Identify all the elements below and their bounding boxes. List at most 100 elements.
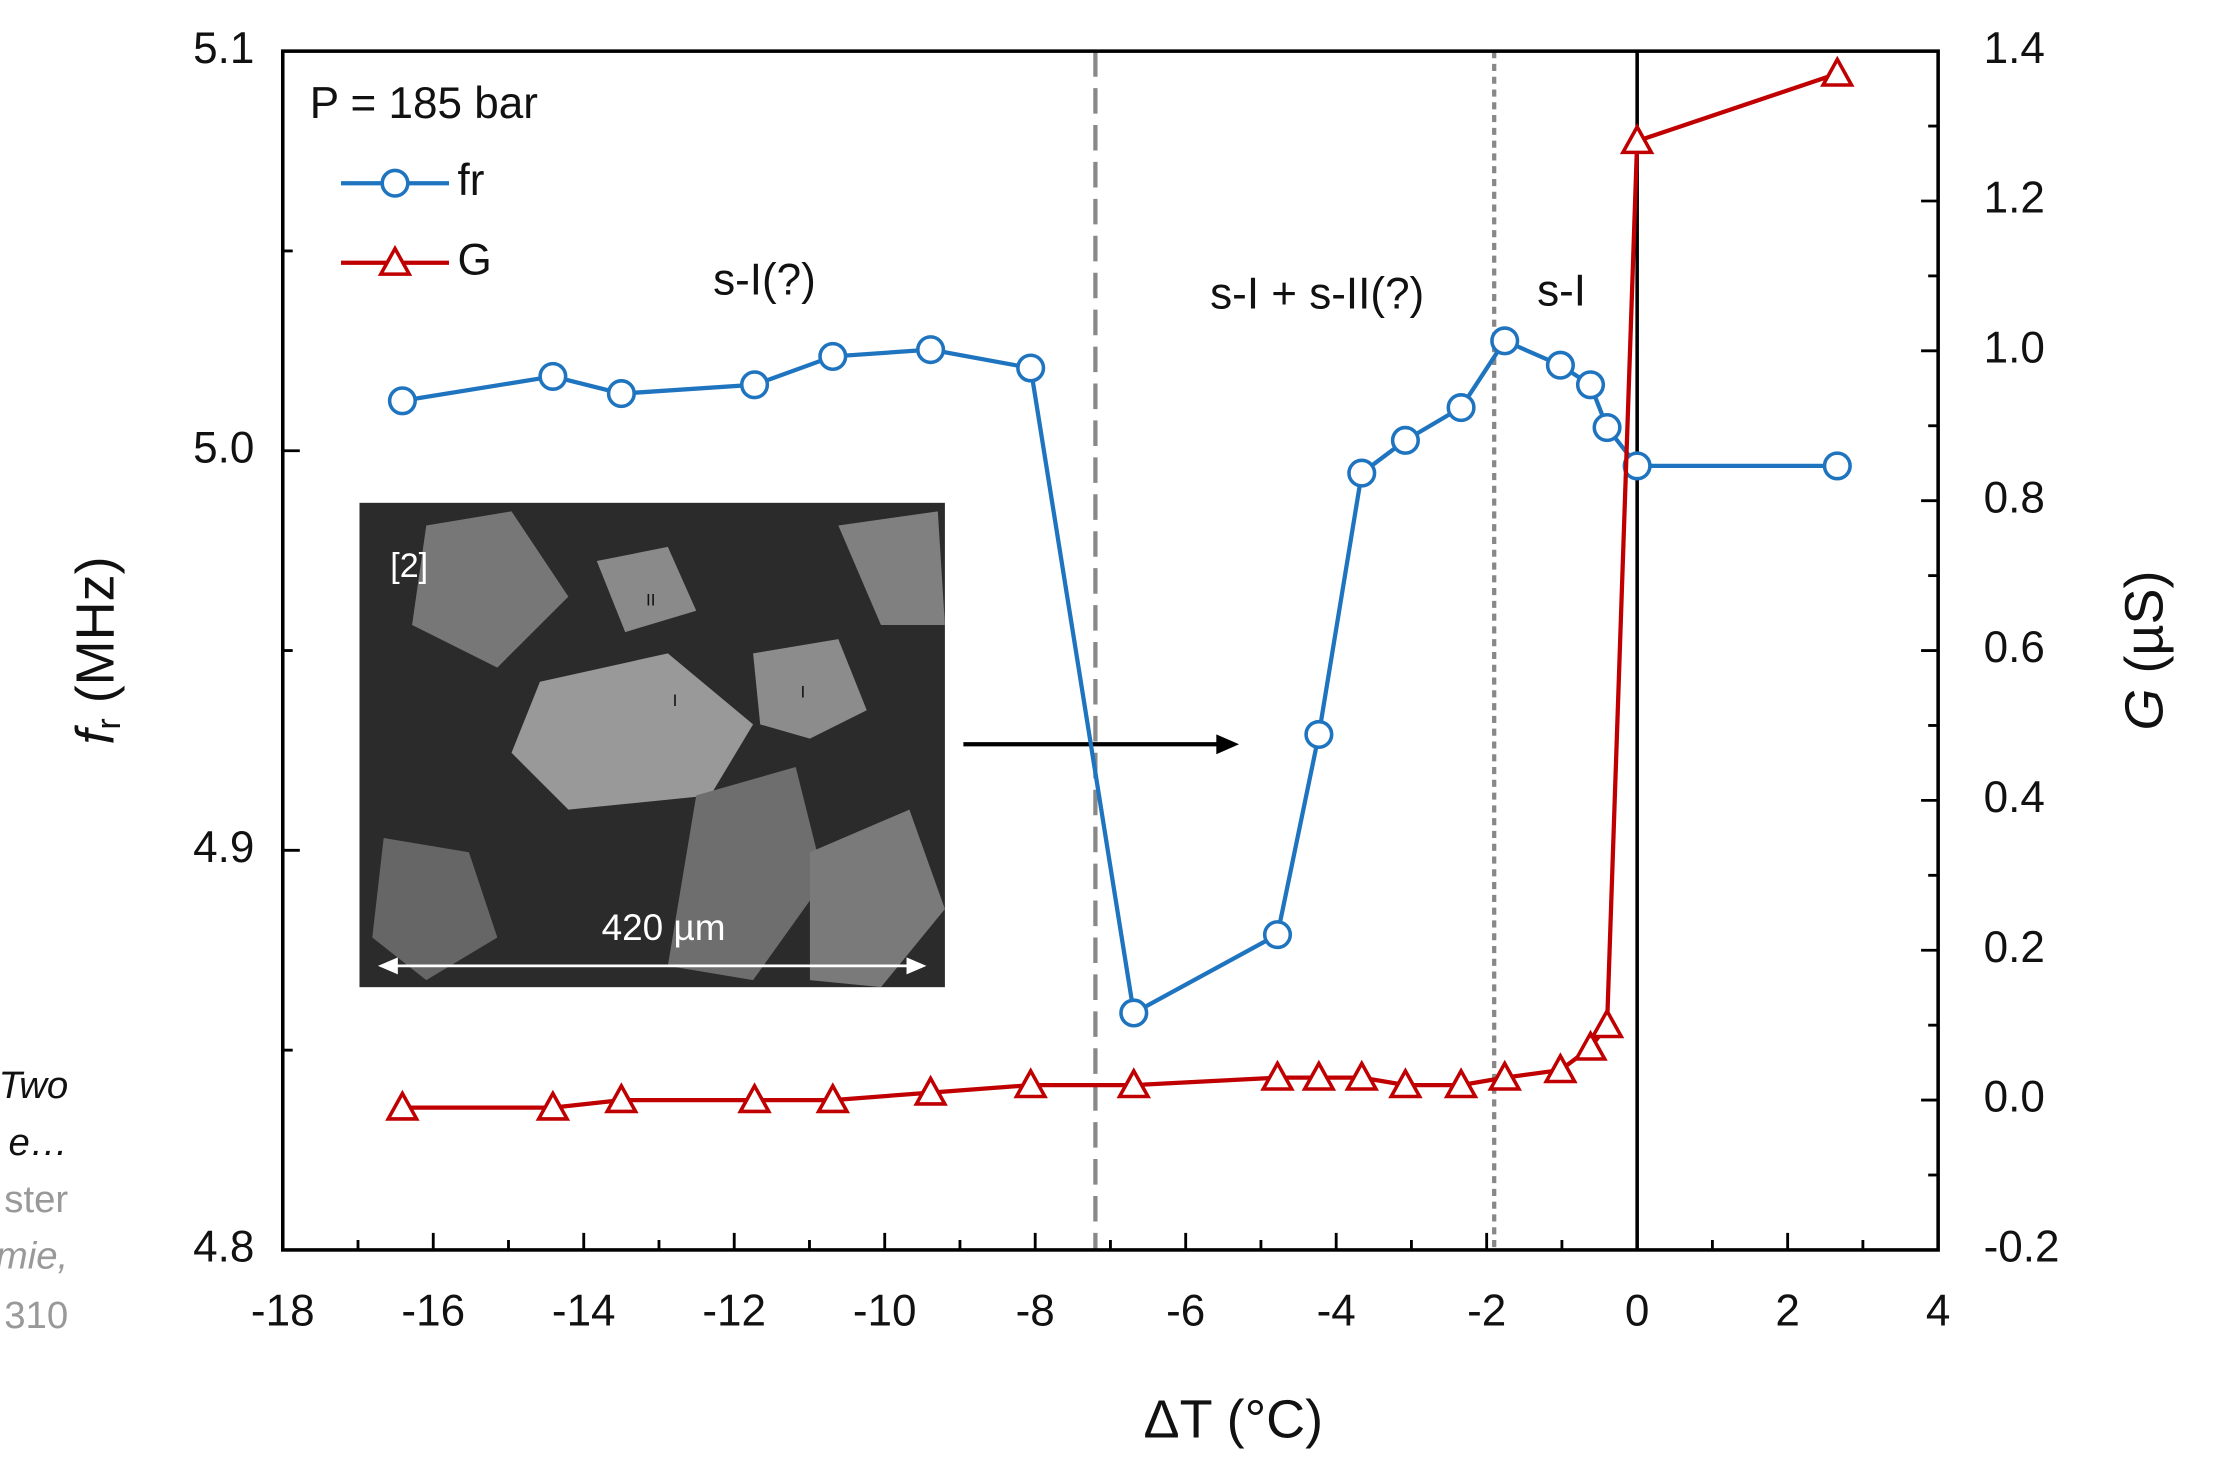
circle-marker [1446,393,1476,423]
scale-arrowhead [377,957,398,975]
fragment: 310 [4,1294,68,1337]
circle-marker [1822,451,1852,481]
cropped-caption: Two e… ster mie, 310 [0,1064,68,1337]
inset-photo: [2] II I I 420 µm [359,502,945,988]
circle-marker [916,335,946,365]
y-symbol: f [66,725,126,745]
triangle-marker [737,1082,772,1114]
grain-label: II [646,590,655,609]
triangle-marker [1619,123,1655,155]
grain [667,767,825,981]
circle-marker [538,361,568,391]
triangle-marker [385,1089,420,1121]
y2-tick-label: 0.0 [1984,1073,2045,1122]
x-tick-label: 0 [1625,1287,1650,1336]
x-tick-label: -8 [1016,1287,1055,1336]
x-tick-label: -14 [552,1287,616,1336]
x-tick-label: -2 [1467,1287,1506,1336]
y-subscript: r [90,718,128,729]
triangle-marker [1013,1067,1048,1099]
y-tick-label: 4.8 [193,1223,254,1272]
circle-marker [739,370,770,400]
circle-marker [1490,326,1520,356]
y2-tick-label: -0.2 [1984,1223,2060,1272]
circle-marker [387,386,417,416]
scale-arrowhead [906,957,927,975]
grain [809,809,945,988]
y2-symbol: G [2115,689,2175,731]
y2-tick-label: 0.8 [1984,473,2045,522]
pointer-arrowhead [1216,734,1240,755]
triangle-marker [1820,55,1855,87]
inset-tag: [2] [390,547,428,585]
y2-tick-label: 1.0 [1984,323,2045,372]
x-tick-label: -10 [853,1287,917,1336]
triangle-marker [377,244,413,276]
fragment: Two [0,1064,68,1107]
y2-tick-label: 1.2 [1984,174,2045,223]
triangle-marker [535,1089,571,1121]
circle-marker [1347,458,1377,488]
grain [753,639,867,739]
grain [511,653,754,810]
triangle-marker [1116,1067,1152,1099]
phase-label: s-I(?) [713,255,816,304]
circle-marker [1262,920,1293,950]
fragment: ster [4,1178,68,1221]
y-tick-label: 4.9 [193,823,254,872]
circle-marker [1119,998,1149,1028]
triangle-marker [1487,1059,1522,1091]
y-tick-label: 5.0 [193,423,254,472]
y2-tick-label: 0.2 [1984,923,2045,972]
triangle-marker [1344,1059,1379,1091]
pressure-label: P = 185 bar [310,79,538,128]
x-tick-label: 2 [1775,1287,1800,1336]
grain-label: I [800,683,805,702]
x-tick-label: -6 [1166,1287,1205,1336]
phase-label: s-I [1537,267,1586,316]
y2-tick-label: 1.4 [1984,24,2045,73]
triangle-marker [1543,1052,1578,1084]
circle-marker [1304,719,1334,750]
grain [412,511,569,668]
triangle-marker [1388,1067,1423,1099]
y-unit: (MHz) [66,556,126,718]
x-tick-label: -12 [702,1287,766,1336]
y-axis-label: fr (MHz) [66,556,128,744]
y2-tick-label: 0.6 [1984,623,2045,672]
triangle-marker [1301,1059,1337,1091]
grain [596,546,697,633]
fragment: mie, [0,1235,68,1278]
y2-axis-label: G (µS) [2115,571,2175,731]
x-axis-label: ΔT (°C) [1144,1390,1324,1450]
circle-marker [818,341,848,371]
scale-label: 420 µm [602,907,726,948]
legend-label: G [458,235,492,284]
triangle-marker [1443,1067,1479,1099]
x-tick-label: 4 [1926,1287,1951,1336]
circle-marker [1390,425,1420,455]
x-tick-label: -4 [1317,1287,1356,1336]
legend-label: fr [458,156,485,205]
triangle-marker [815,1082,851,1114]
y-tick-label: 5.1 [193,24,254,73]
circle-marker [1545,350,1575,380]
triangle-marker [1573,1029,1608,1061]
circle-marker [1016,353,1046,383]
circle-marker [380,168,410,198]
x-tick-label: -16 [401,1287,465,1336]
fragment: e… [9,1121,69,1164]
circle-marker [1575,370,1606,400]
x-tick-label: -18 [251,1287,315,1336]
triangle-marker [604,1082,639,1114]
triangle-marker [1260,1059,1295,1091]
grain [372,838,498,981]
y2-unit: (µS) [2115,571,2175,689]
grain-label: I [673,691,678,710]
circle-marker [1592,413,1622,443]
triangle-marker [913,1074,948,1106]
phase-label: s-I + s-II(?) [1210,270,1424,319]
grain [838,511,945,625]
circle-marker [606,379,636,409]
